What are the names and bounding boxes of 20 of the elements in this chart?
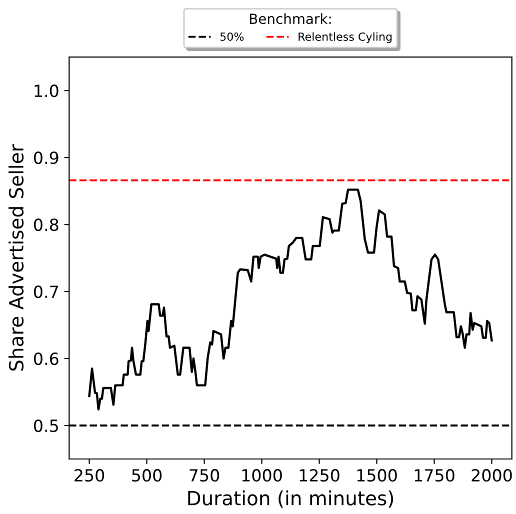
x-tick-label: 500 xyxy=(132,469,162,482)
x-tick-label: 750 xyxy=(190,469,220,482)
x-tick-label: 1750 xyxy=(414,469,454,482)
x-tick-label: 1250 xyxy=(300,469,340,482)
line-series xyxy=(88,188,493,411)
y-axis-title: Share Advertised Seller xyxy=(8,144,24,371)
x-tick-label: 1000 xyxy=(242,469,282,482)
x-tick-label: 250 xyxy=(74,469,104,482)
legend-title: Benchmark: xyxy=(250,13,331,24)
x-tick-label: 1500 xyxy=(357,469,397,482)
y-tick-label: 0.9 xyxy=(34,152,58,164)
y-tick-label: 0.5 xyxy=(34,419,58,432)
y-tick-label: 0.6 xyxy=(34,352,58,366)
x-axis-title: Duration (in minutes) xyxy=(188,490,394,508)
y-tick-label: 0.7 xyxy=(34,285,58,298)
legend-label: 50% xyxy=(220,32,244,41)
legend-label: Relentless Cyling xyxy=(298,32,392,44)
x-tick-label: 2000 xyxy=(472,469,512,482)
y-tick-label: 0.8 xyxy=(34,218,58,232)
y-tick-label: 1.0 xyxy=(34,84,58,98)
